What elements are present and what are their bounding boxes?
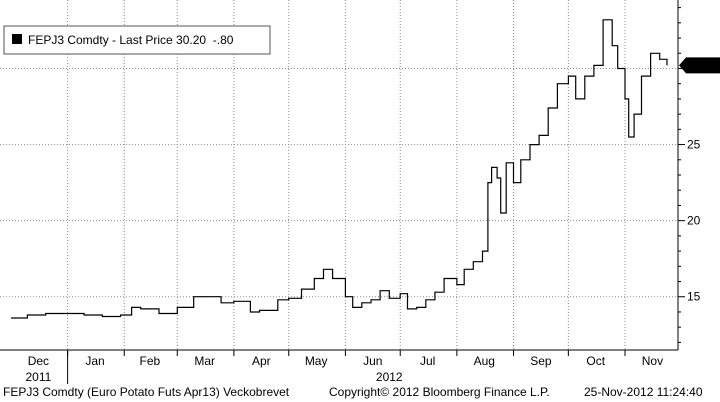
x-tick-label: May [305,354,328,368]
last-price-marker-shape [679,57,720,74]
x-tick-label: Mar [194,354,215,368]
price-series [11,19,668,319]
x-tick-label: Feb [140,354,161,368]
footer-ticker: FEPJ3 Comdty (Euro Potato Futs Apr13) Ve… [3,385,290,399]
legend-label: FEPJ3 Comdty - Last Price 30.20 -.80 [28,33,234,47]
x-tick-label: Sep [530,354,552,368]
price-chart: Dec Jan Feb Mar Apr May Jun Jul Aug Sep Oct Nov 2011… [0,0,720,384]
year-label: 2011 [25,370,51,384]
footer: FEPJ3 Comdty (Euro Potato Futs Apr13) Ve… [0,384,720,402]
x-tick-label: Nov [642,354,663,368]
x-tick-label: Jan [85,354,104,368]
x-tick-label: Jun [363,354,382,368]
x-tick-label: Apr [252,354,271,368]
y-tick-label: 15 [687,290,701,304]
footer-timestamp: 25-Nov-2012 11:24:40 [584,385,703,399]
x-tick-label: Oct [586,354,605,368]
y-axis-labels: 15 20 25 [687,138,701,304]
x-tick-label: Aug [474,354,495,368]
legend-box [3,25,271,55]
plot-background [0,0,678,350]
x-tick-label: Dec [28,354,49,368]
last-price-marker-label: 30.20 [687,59,717,73]
x-tick-label: Jul [420,354,435,368]
price-line [11,19,668,319]
legend: FEPJ3 Comdty - Last Price 30.20 -.80 [3,25,271,55]
legend-swatch [12,34,22,44]
y-tick-label: 25 [687,138,701,152]
footer-copyright: Copyright© 2012 Bloomberg Finance L.P. [329,385,550,399]
y-tick-label: 20 [687,214,701,228]
year-label: 2012 [376,370,403,384]
last-price-marker: 30.20 [679,57,720,74]
axis-ticks [67,7,685,384]
x-axis-labels: Dec Jan Feb Mar Apr May Jun Jul Aug Sep Oct Nov 2011… [25,354,663,384]
